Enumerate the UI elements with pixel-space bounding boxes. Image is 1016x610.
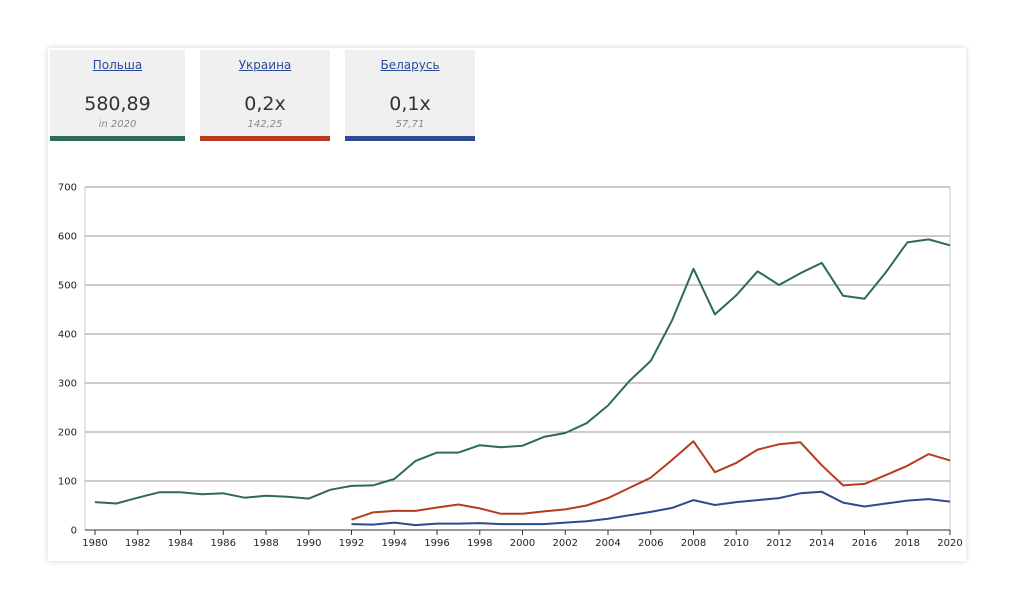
- tile-ukraine-color-bar: [200, 136, 330, 141]
- chart-card: Польша 580,89 in 2020 Украина 0,2x 142,2…: [48, 48, 966, 561]
- x-tick-label: 1986: [211, 538, 236, 549]
- y-tick-label: 600: [58, 232, 77, 243]
- x-tick-label: 2002: [553, 538, 578, 549]
- x-tick-label: 2016: [852, 538, 877, 549]
- tile-ukraine[interactable]: Украина 0,2x 142,25: [200, 50, 330, 141]
- x-tick-label: 1992: [339, 538, 364, 549]
- tile-poland-subtext: in 2020: [98, 119, 137, 130]
- x-tick-label: 2004: [595, 538, 620, 549]
- y-tick-label: 100: [58, 477, 77, 488]
- x-tick-label: 1990: [296, 538, 321, 549]
- x-tick-label: 1982: [125, 538, 150, 549]
- y-tick-label: 400: [58, 330, 77, 341]
- tile-belarus-value: 0,1x: [389, 93, 431, 115]
- series-line-0: [94, 238, 951, 505]
- x-tick-label: 1980: [82, 538, 107, 549]
- tile-poland[interactable]: Польша 580,89 in 2020: [50, 50, 185, 141]
- tile-poland-link[interactable]: Польша: [92, 58, 143, 72]
- y-tick-label: 0: [71, 526, 77, 537]
- x-tick-label: 2014: [809, 538, 834, 549]
- x-tick-label: 2018: [895, 538, 920, 549]
- y-tick-label: 500: [58, 281, 77, 292]
- y-tick-label: 300: [58, 379, 77, 390]
- tile-ukraine-value: 0,2x: [244, 93, 286, 115]
- x-tick-label: 2006: [638, 538, 663, 549]
- y-tick-label: 200: [58, 428, 77, 439]
- x-tick-label: 2000: [510, 538, 535, 549]
- x-tick-label: 1994: [382, 538, 407, 549]
- series-line-1: [351, 440, 951, 521]
- tile-belarus[interactable]: Беларусь 0,1x 57,71: [345, 50, 475, 141]
- plot-frame: [84, 186, 951, 531]
- tile-poland-value: 580,89: [84, 93, 151, 115]
- tile-ukraine-subtext: 142,25: [247, 119, 283, 130]
- x-tick-label: 2008: [681, 538, 706, 549]
- x-tick-label: 1988: [253, 538, 278, 549]
- x-tick-label: 1998: [467, 538, 492, 549]
- tile-belarus-link[interactable]: Беларусь: [380, 58, 440, 72]
- series-line-2: [351, 490, 951, 527]
- x-tick-label: 2012: [766, 538, 791, 549]
- y-tick-label: 700: [58, 183, 77, 194]
- tile-poland-color-bar: [50, 136, 185, 141]
- tile-ukraine-link[interactable]: Украина: [238, 58, 292, 72]
- x-tick-label: 2020: [937, 538, 962, 549]
- x-tick-label: 1996: [424, 538, 449, 549]
- tile-belarus-color-bar: [345, 136, 475, 141]
- tile-belarus-subtext: 57,71: [395, 119, 425, 130]
- x-tick-label: 1984: [168, 538, 193, 549]
- x-tick-label: 2010: [724, 538, 749, 549]
